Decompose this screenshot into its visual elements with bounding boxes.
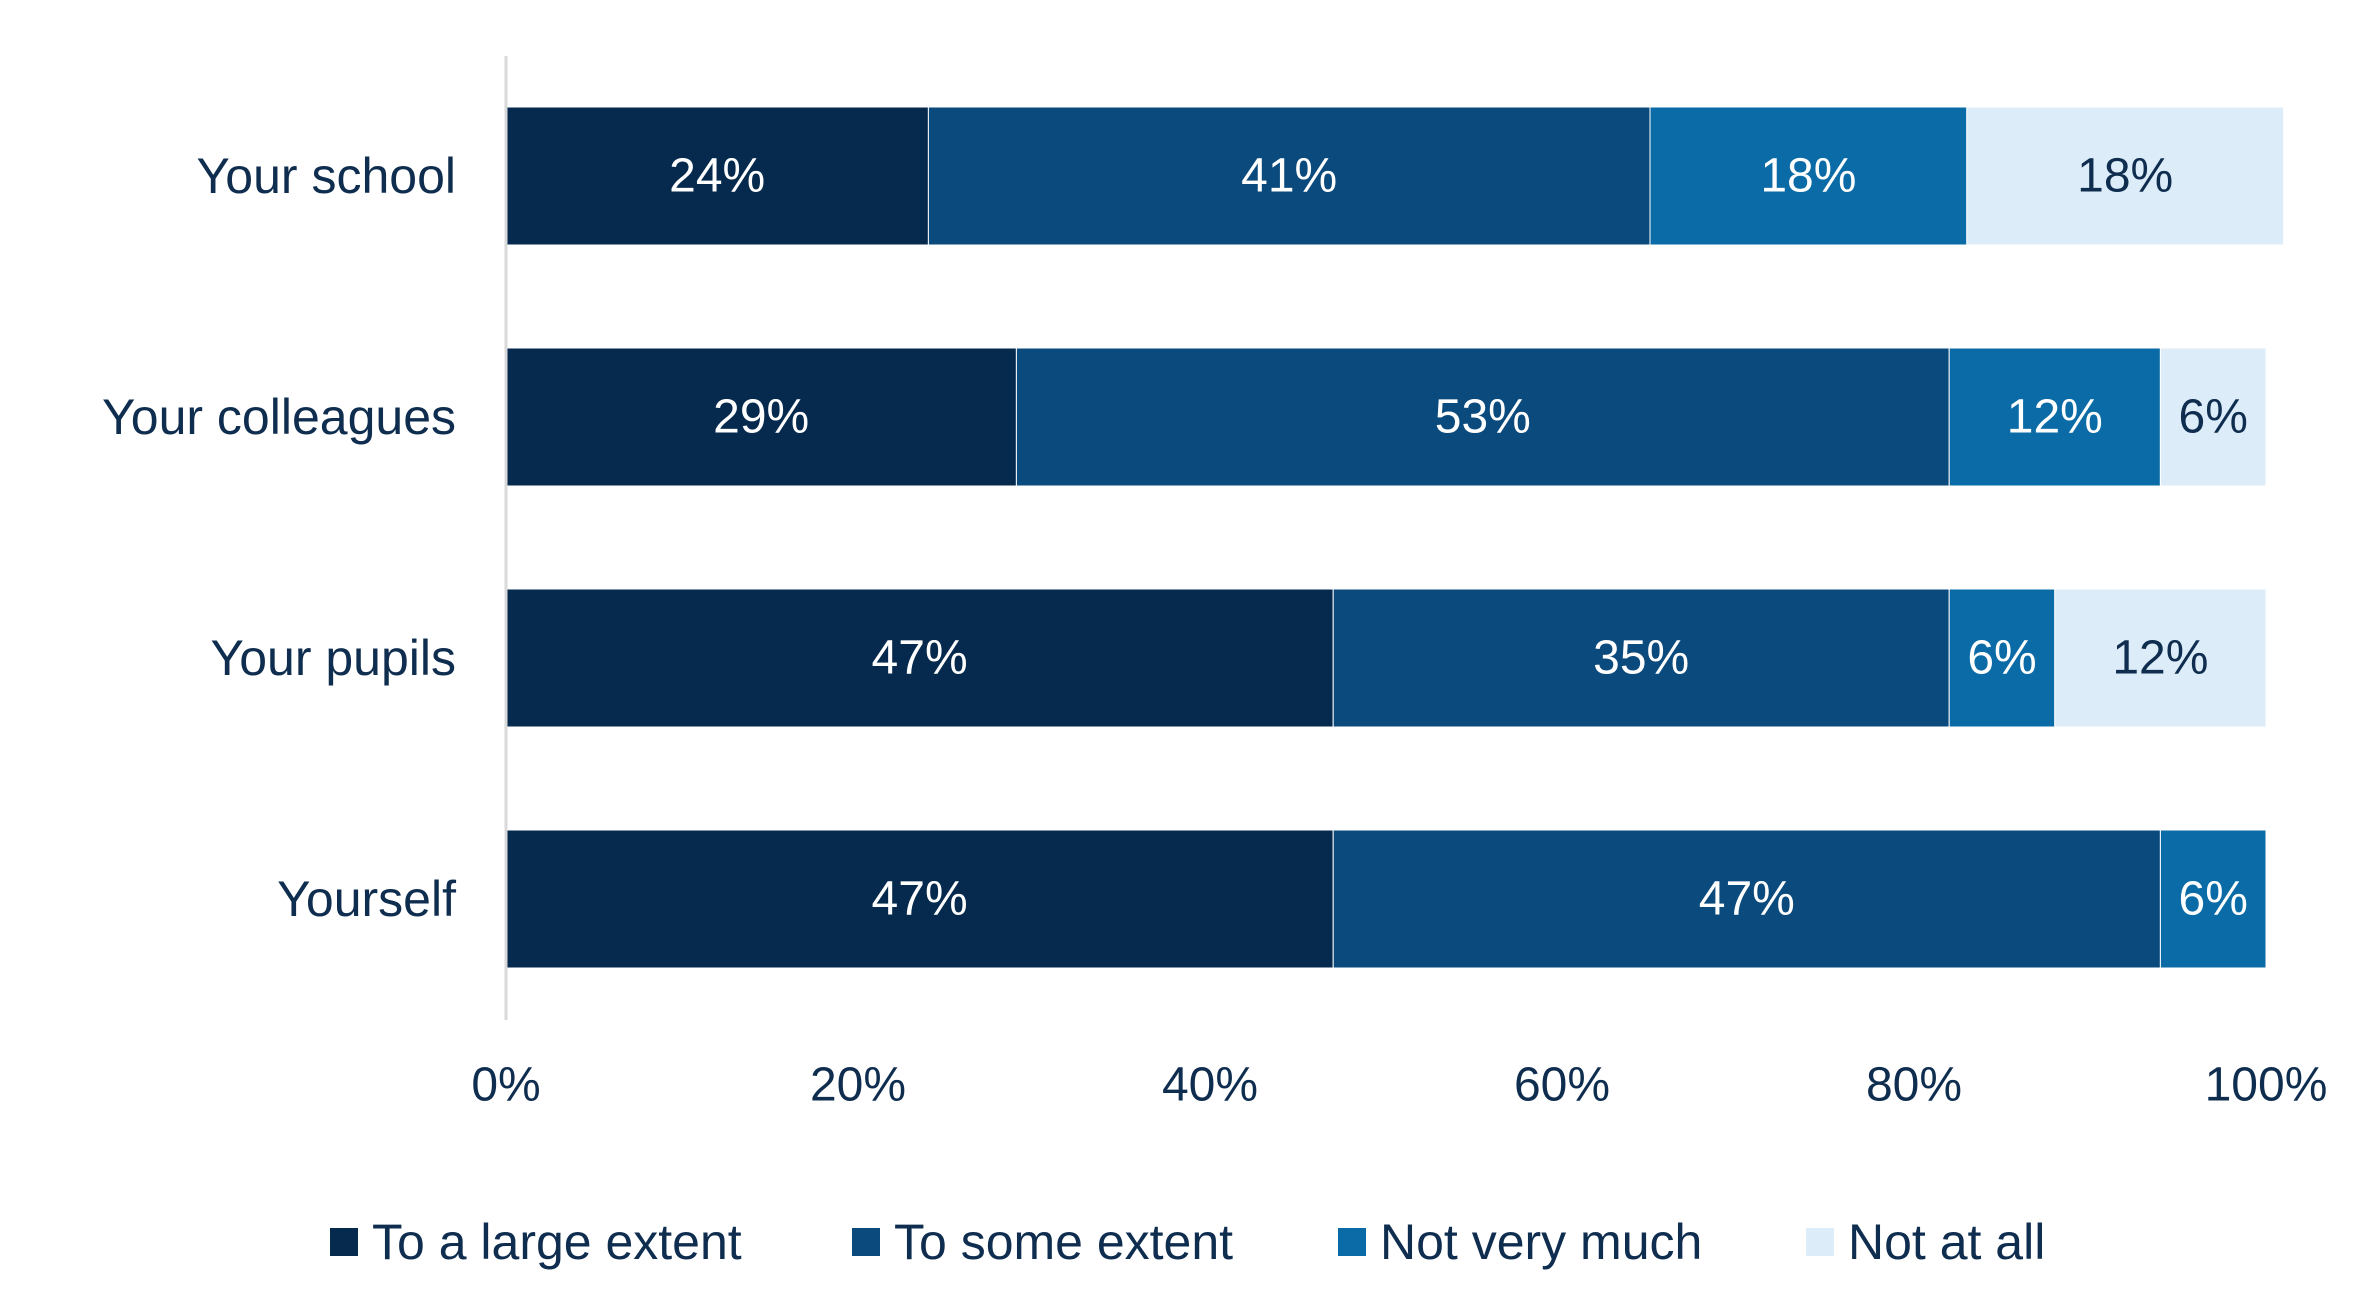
bar-yourself-not-very-much <box>2159 829 2267 969</box>
x-tick-label-100: 100% <box>2205 1059 2328 1112</box>
legend-label-not-very-much: Not very much <box>1380 1214 1702 1270</box>
category-label-your-colleagues: Your colleagues <box>102 389 456 445</box>
data-label-yourself-to-some-extent: 47% <box>1699 873 1795 926</box>
data-label-your-school-not-at-all: 18% <box>2077 150 2173 203</box>
data-label-your-colleagues-not-very-much: 12% <box>2007 391 2103 444</box>
data-label-your-pupils-to-some-extent: 35% <box>1593 632 1689 685</box>
category-label-yourself: Yourself <box>277 871 456 927</box>
bar-yourself-to-a-large-extent <box>505 829 1334 969</box>
data-label-your-pupils-not-at-all: 12% <box>2112 632 2208 685</box>
x-tick-label-80: 80% <box>1866 1059 1962 1112</box>
data-label-your-pupils-not-very-much: 6% <box>1967 632 2036 685</box>
x-tick-label-0: 0% <box>471 1059 540 1112</box>
data-label-your-pupils-to-a-large-extent: 47% <box>872 632 968 685</box>
bar-your-colleagues-to-some-extent <box>1015 347 1950 487</box>
data-label-yourself-to-a-large-extent: 47% <box>872 873 968 926</box>
x-tick-labels-group: 0% 20% 40% 60% 80% 100% <box>471 1059 2327 1112</box>
bar-your-school-not-at-all <box>1966 106 2285 246</box>
legend: To a large extent To some extent Not very … <box>330 1214 2045 1270</box>
data-label-your-colleagues-to-some-extent: 53% <box>1435 391 1531 444</box>
data-label-yourself-not-very-much: 6% <box>2179 873 2248 926</box>
bar-your-colleagues-not-very-much <box>1948 347 2161 487</box>
bar-your-school-to-a-large-extent <box>505 106 929 246</box>
data-label-your-school-to-a-large-extent: 24% <box>669 150 765 203</box>
bar-your-pupils-to-some-extent <box>1332 588 1950 728</box>
legend-swatch-to-a-large-extent <box>330 1228 358 1256</box>
x-tick-label-40: 40% <box>1162 1059 1258 1112</box>
category-label-your-pupils: Your pupils <box>210 630 456 686</box>
bar-your-school-not-very-much <box>1649 106 1968 246</box>
category-labels-group: Your school Your colleagues Your pupils You… <box>102 148 456 927</box>
legend-swatch-to-some-extent <box>852 1228 880 1256</box>
data-labels-group: 24% 41% 18% 18% 29% 53% 12% 6% 47% 35% 6% 12% 47% 47%… <box>669 150 2248 926</box>
legend-label-to-some-extent: To some extent <box>894 1214 1233 1270</box>
legend-label-to-a-large-extent: To a large extent <box>372 1214 742 1270</box>
data-label-your-colleagues-to-a-large-extent: 29% <box>713 391 809 444</box>
bar-yourself-to-some-extent <box>1332 829 2161 969</box>
bar-your-school-to-some-extent <box>927 106 1651 246</box>
x-tick-label-60: 60% <box>1514 1059 1610 1112</box>
x-tick-label-20: 20% <box>810 1059 906 1112</box>
legend-swatch-not-very-much <box>1338 1228 1366 1256</box>
category-label-your-school: Your school <box>197 148 456 204</box>
legend-label-not-at-all: Not at all <box>1848 1214 2045 1270</box>
bar-your-colleagues-to-a-large-extent <box>505 347 1017 487</box>
data-label-your-school-not-very-much: 18% <box>1760 150 1856 203</box>
legend-swatch-not-at-all <box>1806 1228 1834 1256</box>
data-label-your-school-to-some-extent: 41% <box>1241 150 1337 203</box>
bar-your-pupils-not-at-all <box>2054 588 2267 728</box>
bar-your-colleagues-not-at-all <box>2159 347 2267 487</box>
bars-group <box>505 106 2285 969</box>
data-label-your-colleagues-not-at-all: 6% <box>2179 391 2248 444</box>
